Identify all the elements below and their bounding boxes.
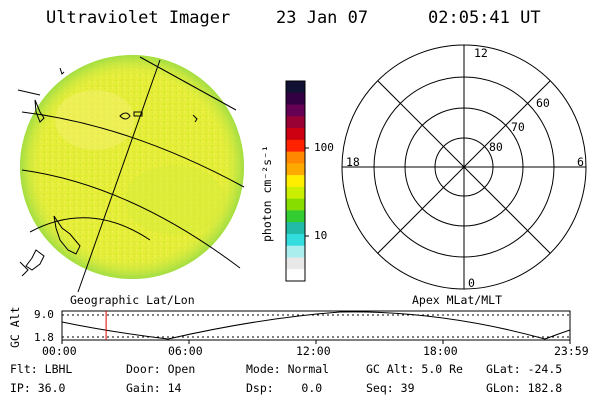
colorbar-label-100: 100: [314, 141, 334, 154]
status-gc-alt: GC Alt: 5.0 Re: [366, 362, 463, 376]
status-gain: Gain: 14: [126, 381, 182, 395]
status-mode: Mode: Normal: [246, 362, 330, 376]
colorbar-segment: [286, 222, 305, 235]
uv-earth-image: [20, 55, 244, 279]
colorbar-segment: [286, 104, 305, 117]
mlt-label-0: 0: [468, 276, 475, 290]
altitude-plot: [61, 310, 571, 344]
status-ip: IP: 36.0: [10, 381, 66, 395]
instrument-title: Ultraviolet Imager: [46, 8, 231, 28]
mlt-label-18: 18: [346, 155, 360, 169]
colorbar-segment: [286, 163, 305, 176]
status-dsp: Dsp: 0.0: [246, 381, 323, 395]
geographic-grid: [17, 56, 245, 293]
colorbar-segment: [286, 233, 305, 247]
altitude-curve: [61, 311, 571, 340]
status-door: Door: Open: [126, 362, 196, 376]
altitude-ymax: 9.0: [34, 308, 54, 321]
colorbar-segment: [286, 257, 305, 270]
colorbar-frame: [285, 80, 306, 282]
mlat-label-60: 60: [536, 96, 550, 110]
colorbar-segment: [286, 210, 305, 223]
colorbar-segment: [286, 245, 305, 258]
colorbar-segment: [286, 151, 305, 164]
colorbar-segment: [286, 269, 305, 282]
colorbar-segment: [286, 128, 305, 141]
altitude-ylabel: GC Alt: [8, 306, 22, 348]
colorbar-unit-label: photon cm⁻²s⁻¹: [260, 145, 274, 242]
altitude-ymin: 1.8: [34, 331, 54, 344]
apex-caption: Apex MLat/MLT: [412, 293, 503, 307]
polar-plot: [341, 44, 587, 290]
colorbar-segment: [286, 81, 305, 94]
mlat-label-80: 80: [489, 140, 503, 154]
status-seq: Seq: 39: [366, 381, 415, 395]
colorbar-segment: [286, 198, 305, 211]
colorbar-label-10: 10: [314, 229, 328, 242]
mlt-label-12: 12: [474, 46, 488, 60]
colorbar-segment: [286, 139, 305, 153]
colorbar-segment: [286, 116, 305, 129]
status-glon: GLon: 182.8: [486, 381, 563, 395]
colorbar: [286, 81, 305, 282]
colorbar-segment: [286, 92, 305, 106]
status-glat: GLat: -24.5: [486, 362, 563, 376]
x-tick-label: 23:59: [554, 344, 589, 358]
mlat-label-70: 70: [511, 120, 525, 134]
date-label: 23 Jan 07: [276, 8, 369, 28]
x-tick-label: 12:00: [296, 344, 331, 358]
mlt-label-6: 6: [577, 155, 584, 169]
status-flt: Flt: LBHL: [10, 362, 73, 376]
geographic-caption: Geographic Lat/Lon: [70, 293, 195, 307]
x-tick-label: 00:00: [42, 344, 77, 358]
colorbar-segment: [286, 175, 305, 188]
time-label: 02:05:41 UT: [428, 8, 541, 28]
colorbar-segment: [286, 186, 305, 200]
x-tick-label: 18:00: [423, 344, 458, 358]
coastlines: [19, 67, 198, 277]
x-tick-label: 06:00: [168, 344, 203, 358]
